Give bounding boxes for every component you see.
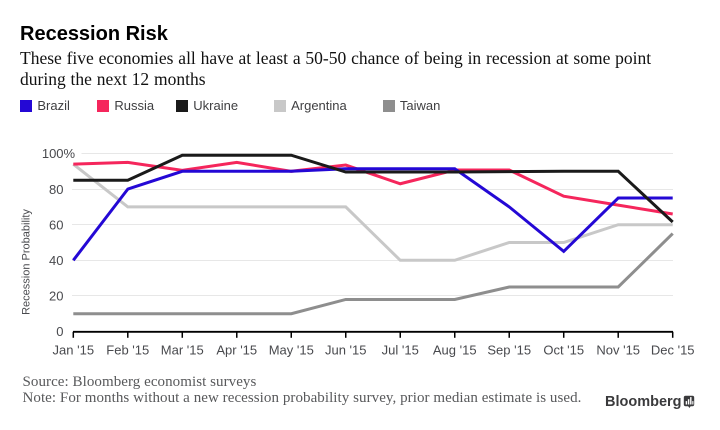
svg-text:Aug '15: Aug '15 <box>433 342 477 357</box>
svg-text:May '15: May '15 <box>269 342 314 357</box>
svg-text:Jul '15: Jul '15 <box>382 342 419 357</box>
svg-text:80: 80 <box>49 182 63 197</box>
svg-text:Mar '15: Mar '15 <box>161 342 204 357</box>
svg-text:0: 0 <box>56 324 63 339</box>
svg-text:Oct '15: Oct '15 <box>543 342 584 357</box>
svg-text:Jun '15: Jun '15 <box>325 342 367 357</box>
svg-text:Recession Probability: Recession Probability <box>21 209 33 315</box>
svg-text:Jan '15: Jan '15 <box>53 342 95 357</box>
svg-text:Nov '15: Nov '15 <box>596 342 640 357</box>
svg-text:60: 60 <box>49 217 63 232</box>
svg-text:Dec '15: Dec '15 <box>651 342 695 357</box>
svg-text:40: 40 <box>49 253 63 268</box>
svg-text:20: 20 <box>49 289 63 304</box>
svg-text:Sep '15: Sep '15 <box>487 342 531 357</box>
svg-text:Apr '15: Apr '15 <box>216 342 257 357</box>
svg-text:100%: 100% <box>42 146 76 161</box>
svg-text:Feb '15: Feb '15 <box>106 342 149 357</box>
